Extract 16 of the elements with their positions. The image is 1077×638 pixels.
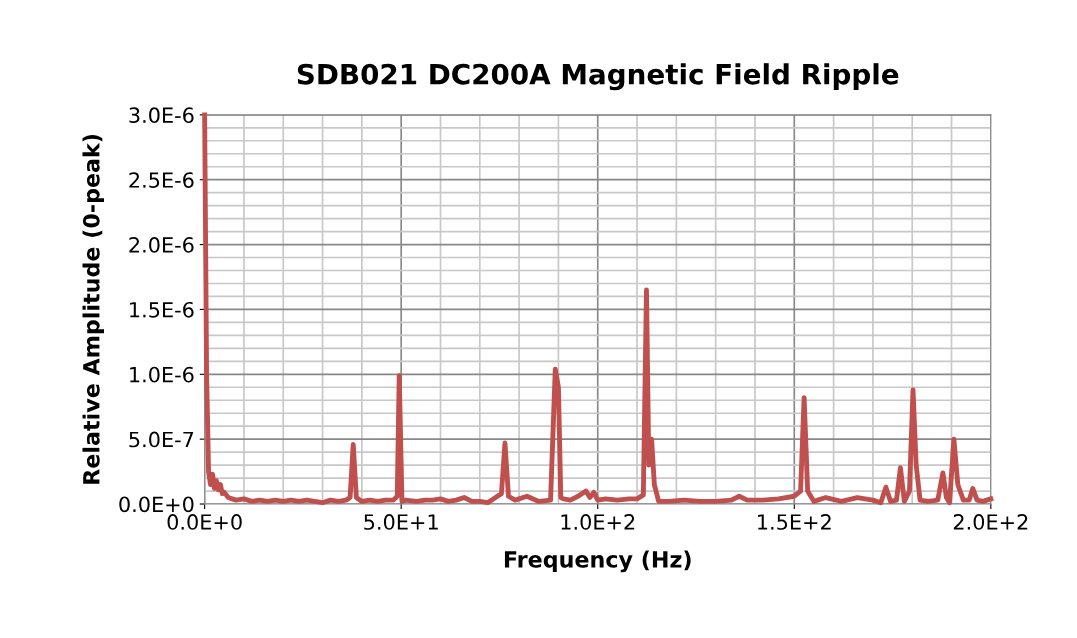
y-tick-label: 1.0E-6 bbox=[130, 366, 194, 383]
y-tick-label: 2.0E-6 bbox=[129, 237, 194, 253]
x-tick-label: 1.0E+2 bbox=[561, 514, 635, 530]
y-tick-label: 3.0E-6 bbox=[129, 107, 194, 124]
x-tick-label: 1.5E+2 bbox=[758, 514, 831, 530]
y-tick-label: 2.5E-6 bbox=[129, 172, 194, 188]
y-axis-title: Relative Amplitude (0-peak) bbox=[82, 134, 105, 484]
x-tick-label: 2.0E+2 bbox=[953, 514, 1028, 530]
x-tick-label: 0.0E+0 bbox=[167, 514, 242, 530]
line-series bbox=[202, 112, 994, 506]
y-tick-label: 0.0E+0 bbox=[119, 496, 194, 513]
y-tick-label: 5.0E-7 bbox=[129, 431, 194, 448]
x-axis-title: Frequency (Hz) bbox=[504, 550, 691, 573]
x-tick-label: 5.0E+1 bbox=[364, 514, 438, 530]
chart-title: SDB021 DC200A Magnetic Field Ripple bbox=[297, 63, 899, 91]
y-tick-label: 1.5E-6 bbox=[130, 301, 194, 318]
